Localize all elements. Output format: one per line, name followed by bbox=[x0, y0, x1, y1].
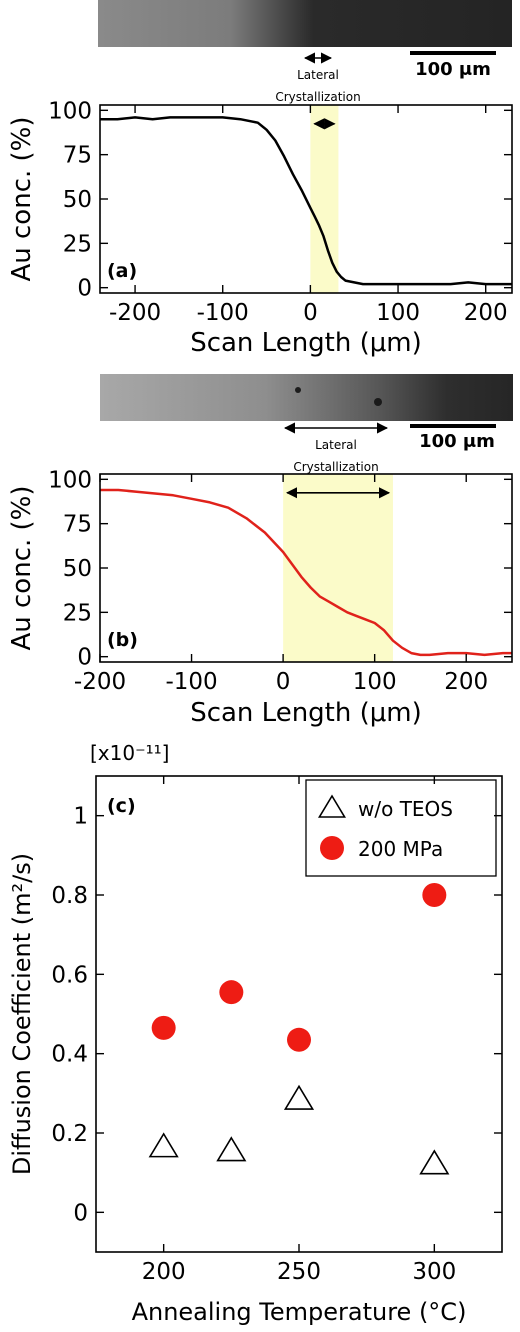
y-tick-label: 0 bbox=[73, 1200, 88, 1226]
legend-marker-200mpa bbox=[320, 836, 344, 860]
x-tick-label: 200 bbox=[444, 669, 488, 695]
micrograph-a-image bbox=[98, 0, 512, 47]
micrograph-b-particle bbox=[295, 387, 301, 393]
y-tick-label: 1 bbox=[73, 804, 88, 830]
micrograph-b: 100 μm bbox=[100, 374, 513, 452]
y-axis-label: Au conc. (%) bbox=[7, 116, 37, 281]
data-point-200mpa bbox=[422, 883, 447, 907]
panel-label: (b) bbox=[107, 629, 138, 651]
legend: w/o TEOS 200 MPa bbox=[305, 779, 497, 877]
x-tick-label: 300 bbox=[412, 1259, 456, 1285]
concentration-profile-chart-b: -200 -100 0 100 200 0 25 50 75 100 Scan Length (μm… bbox=[7, 467, 513, 728]
legend-label-200mpa: 200 MPa bbox=[358, 837, 443, 861]
data-point-wo-teos bbox=[216, 1136, 247, 1162]
micrograph-b-particle bbox=[374, 398, 382, 406]
x-axis-label: Scan Length (μm) bbox=[190, 698, 422, 728]
lateral-annotation-b: Lateral Crystallization bbox=[283, 422, 389, 474]
lateral-label-b-line2: Crystallization bbox=[293, 460, 378, 474]
x-tick-label: -100 bbox=[197, 300, 249, 326]
data-point-wo-teos bbox=[283, 1084, 315, 1110]
panel-label: (a) bbox=[107, 260, 137, 282]
legend-label-wo-teos: w/o TEOS bbox=[358, 797, 453, 821]
x-axis-label: Scan Length (μm) bbox=[190, 328, 422, 358]
data-point-200mpa bbox=[151, 1015, 176, 1040]
lateral-label-b-line1: Lateral bbox=[315, 438, 357, 452]
lateral-label-a-line2: Crystallization bbox=[275, 90, 360, 104]
y-tick-label: 50 bbox=[63, 187, 92, 213]
y-tick-label: 0.8 bbox=[51, 883, 88, 909]
micrograph-a: 100 μm bbox=[98, 0, 512, 80]
y-multiplier-label: [x10⁻¹¹] bbox=[90, 741, 169, 765]
au-concentration-line-a bbox=[100, 116, 512, 286]
diffusion-coefficient-chart: w/o TEOS 200 MPa 200 250 300 0 0.2 0.4 0.6 0.8 1 An… bbox=[8, 775, 503, 1326]
y-tick-label: 0.2 bbox=[51, 1121, 88, 1147]
y-tick-label: 50 bbox=[63, 556, 92, 582]
y-tick-label: 0 bbox=[77, 276, 92, 302]
y-tick-label: 75 bbox=[63, 512, 92, 538]
y-tick-label: 100 bbox=[48, 98, 92, 124]
x-tick-label: -100 bbox=[165, 669, 217, 695]
lateral-label-a-line1: Lateral bbox=[297, 68, 339, 82]
y-tick-label: 0 bbox=[77, 645, 92, 671]
lateral-crystallization-band bbox=[283, 474, 393, 662]
scale-label-a: 100 μm bbox=[415, 59, 491, 80]
x-tick-label: 0 bbox=[276, 669, 291, 695]
x-tick-label: 200 bbox=[142, 1259, 186, 1285]
x-tick-label: 100 bbox=[376, 300, 420, 326]
legend-box bbox=[305, 779, 497, 877]
y-axis-label: Diffusion Coefficient (m²/s) bbox=[8, 853, 36, 1175]
y-tick-label: 0.6 bbox=[51, 962, 88, 988]
x-tick-label: -200 bbox=[74, 669, 126, 695]
y-tick-label: 25 bbox=[63, 600, 92, 626]
y-tick-label: 0.4 bbox=[51, 1042, 88, 1068]
x-tick-label: -200 bbox=[109, 300, 161, 326]
au-concentration-line-b bbox=[100, 488, 512, 657]
panel-label: (c) bbox=[107, 795, 136, 817]
data-point-wo-teos bbox=[148, 1132, 179, 1158]
data-point-200mpa bbox=[219, 980, 244, 1005]
lateral-crystallization-band bbox=[310, 105, 339, 293]
data-point-wo-teos bbox=[419, 1149, 450, 1175]
x-axis-label: Annealing Temperature (°C) bbox=[132, 1298, 467, 1326]
data-point-200mpa bbox=[287, 1027, 311, 1052]
y-tick-label: 100 bbox=[48, 467, 92, 493]
scale-label-b: 100 μm bbox=[419, 431, 495, 452]
micrograph-b-image bbox=[100, 374, 513, 421]
y-axis-label: Au conc. (%) bbox=[7, 485, 37, 650]
y-tick-label: 75 bbox=[63, 143, 92, 169]
x-tick-label: 0 bbox=[303, 300, 318, 326]
y-tick-label: 25 bbox=[63, 231, 92, 257]
x-tick-label: 250 bbox=[277, 1259, 321, 1285]
x-tick-label: 100 bbox=[353, 669, 397, 695]
x-tick-label: 200 bbox=[464, 300, 508, 326]
legend-marker-wo-teos bbox=[317, 794, 347, 818]
lateral-annotation-a: Lateral Crystallization bbox=[275, 52, 361, 104]
